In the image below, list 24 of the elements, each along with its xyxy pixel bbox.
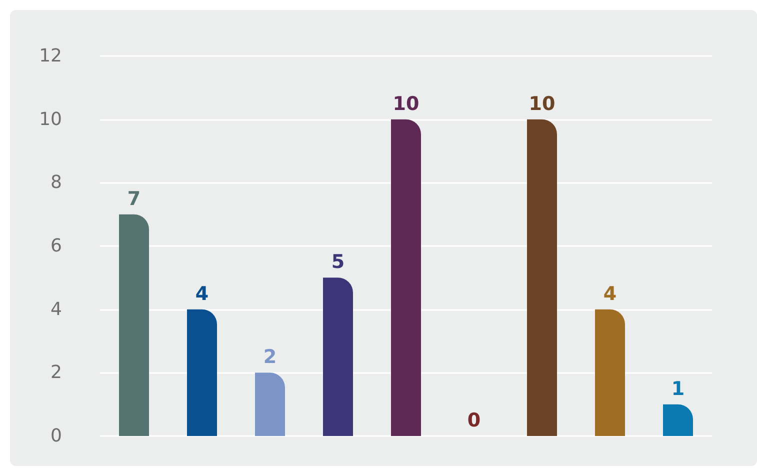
data-label: 4: [195, 282, 209, 305]
y-tick-label: 0: [50, 426, 62, 446]
data-label: 5: [331, 251, 345, 274]
y-tick-label: 2: [50, 362, 62, 384]
data-label: 1: [671, 378, 685, 400]
data-label: 10: [528, 92, 556, 115]
data-label: 0: [467, 410, 481, 432]
data-label: 7: [127, 188, 141, 210]
y-tick-label: 4: [50, 298, 62, 320]
bar: [527, 119, 557, 436]
bar: [119, 214, 149, 436]
data-label: 2: [263, 346, 277, 368]
y-tick-label: 8: [50, 172, 62, 194]
data-label: 4: [603, 282, 617, 305]
data-label: 10: [392, 92, 420, 115]
bar: [323, 278, 353, 436]
bar: [255, 372, 285, 436]
bar: [187, 309, 217, 436]
bar: [595, 309, 625, 436]
y-tick-label: 10: [39, 108, 62, 130]
bar: [391, 119, 421, 436]
bar: [663, 404, 693, 436]
y-tick-label: 6: [50, 236, 62, 256]
y-tick-label: 12: [39, 46, 62, 66]
